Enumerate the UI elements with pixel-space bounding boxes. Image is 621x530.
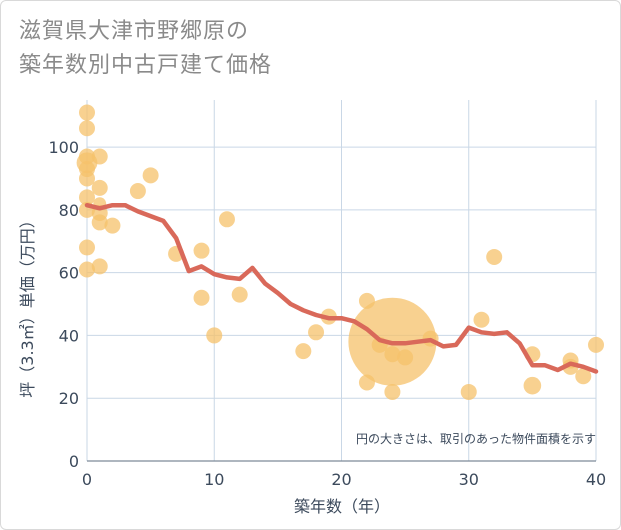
data-point bbox=[91, 258, 108, 275]
title-line-2: 築年数別中古戸建て価格 bbox=[19, 53, 273, 78]
data-point bbox=[206, 327, 223, 344]
data-point bbox=[91, 214, 108, 231]
data-point bbox=[397, 349, 414, 366]
chart-title: 滋賀県大津市野郷原の 築年数別中古戸建て価格 bbox=[19, 15, 272, 83]
x-tick-label: 10 bbox=[204, 470, 224, 489]
data-point bbox=[79, 239, 95, 256]
data-point bbox=[358, 374, 375, 391]
grid-layer bbox=[86, 100, 597, 462]
data-point bbox=[142, 167, 159, 184]
data-point bbox=[384, 383, 401, 400]
data-point bbox=[523, 376, 542, 395]
x-tick-label: 30 bbox=[459, 470, 479, 489]
data-point bbox=[79, 120, 95, 137]
data-point bbox=[473, 311, 490, 328]
data-point bbox=[193, 242, 210, 259]
data-point bbox=[79, 261, 95, 278]
x-tick-label: 0 bbox=[82, 470, 92, 489]
data-point bbox=[79, 170, 95, 187]
data-point bbox=[79, 148, 95, 165]
data-point bbox=[104, 217, 121, 234]
data-point bbox=[460, 383, 477, 400]
data-point bbox=[91, 179, 108, 196]
data-point bbox=[91, 148, 108, 165]
axis-layer: 0 10 20 30 40 0 20 40 60 80 100 bbox=[48, 138, 606, 489]
y-tick-label: 0 bbox=[69, 452, 79, 471]
y-tick-label: 60 bbox=[59, 264, 79, 283]
data-point bbox=[193, 289, 210, 306]
data-point bbox=[308, 324, 325, 341]
data-point bbox=[129, 183, 146, 200]
title-line-1: 滋賀県大津市野郷原の bbox=[19, 19, 250, 44]
x-tick-label: 20 bbox=[331, 470, 351, 489]
data-point bbox=[218, 211, 235, 228]
x-tick-label: 40 bbox=[586, 470, 606, 489]
data-point bbox=[79, 104, 95, 121]
data-point bbox=[79, 189, 95, 206]
data-point bbox=[295, 343, 312, 360]
size-note: 円の大きさは、取引のあった物件面積を示す bbox=[356, 431, 596, 446]
data-point bbox=[588, 336, 604, 353]
y-tick-label: 40 bbox=[59, 326, 79, 345]
y-tick-label: 80 bbox=[59, 201, 79, 220]
y-tick-label: 20 bbox=[59, 389, 79, 408]
x-axis-label: 築年数（年） bbox=[294, 497, 390, 516]
data-point bbox=[231, 286, 248, 303]
line-layer bbox=[84, 202, 599, 374]
data-point bbox=[384, 346, 401, 363]
y-tick-label: 100 bbox=[48, 138, 79, 157]
data-point bbox=[575, 368, 592, 385]
average-line bbox=[84, 202, 599, 374]
y-axis-label: 坪（3.3㎡）単価（万円） bbox=[18, 212, 37, 397]
data-point bbox=[486, 248, 503, 265]
data-point bbox=[358, 292, 375, 309]
